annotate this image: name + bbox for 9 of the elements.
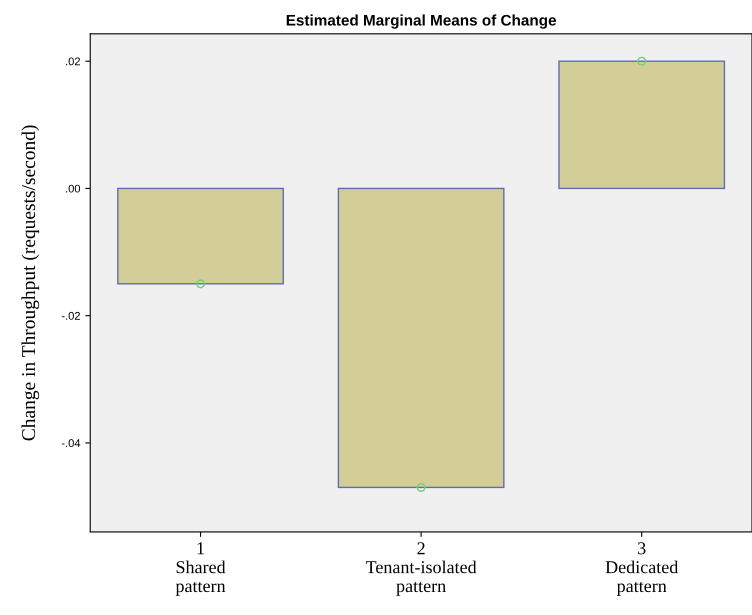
x-tick-label: 1 Shared pattern xyxy=(176,542,226,596)
y-tick-label: .00 xyxy=(66,184,80,193)
y-axis-title: Change in Throughput (requests/second) xyxy=(21,125,40,440)
x-tick-label: 2 Tenant-isolated pattern xyxy=(366,542,476,596)
y-tick-label: -.04 xyxy=(62,439,80,448)
chart-title: Estimated Marginal Means of Change xyxy=(286,14,556,29)
y-tick-label: .02 xyxy=(66,57,80,66)
y-tick-label: -.02 xyxy=(62,312,80,320)
x-tick-label: 3 Dedicated pattern xyxy=(606,542,678,596)
